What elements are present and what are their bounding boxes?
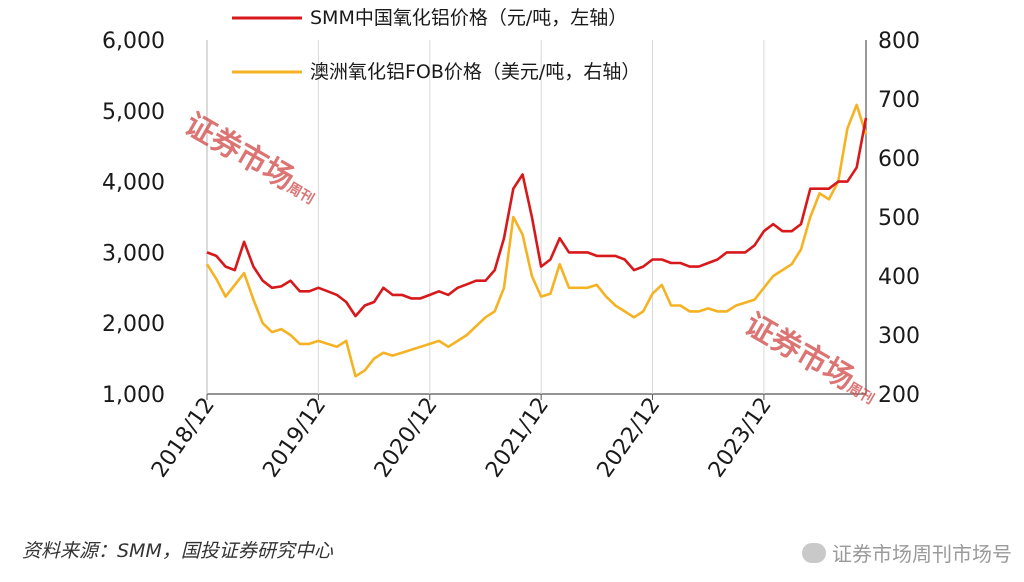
source-note: 资料来源：SMM，国投证券研究中心	[22, 540, 333, 562]
left-tick-label: 6,000	[102, 29, 165, 54]
legend-label: 澳洲氧化铝FOB价格（美元/吨，右轴）	[310, 61, 640, 83]
x-tick-label: 2020/12	[370, 393, 443, 482]
right-tick-label: 400	[878, 265, 920, 290]
left-tick-label: 1,000	[102, 383, 165, 408]
wechat-icon	[802, 542, 826, 563]
left-tick-label: 5,000	[102, 100, 165, 125]
legend-label: SMM中国氧化铝价格（元/吨，左轴）	[310, 7, 627, 29]
series-line-smm-china	[206, 117, 868, 318]
x-tick-label: 2023/12	[704, 393, 777, 482]
left-tick-label: 4,000	[102, 171, 165, 196]
left-tick-label: 3,000	[102, 241, 165, 266]
series-line-australia-fob	[205, 103, 868, 378]
right-tick-label: 700	[878, 88, 920, 113]
x-tick-label: 2019/12	[258, 393, 331, 482]
right-tick-label: 200	[878, 383, 920, 408]
right-tick-label: 300	[878, 324, 920, 349]
watermark-account-text: 证券市场周刊市场号	[832, 542, 1012, 566]
right-tick-label: 800	[878, 29, 920, 54]
x-tick-label: 2021/12	[481, 393, 554, 482]
x-tick-label: 2022/12	[593, 393, 666, 482]
right-tick-label: 600	[878, 147, 920, 172]
watermark-account: 证券市场周刊市场号	[802, 538, 1012, 567]
left-tick-label: 2,000	[102, 312, 165, 337]
right-tick-label: 500	[878, 206, 920, 231]
